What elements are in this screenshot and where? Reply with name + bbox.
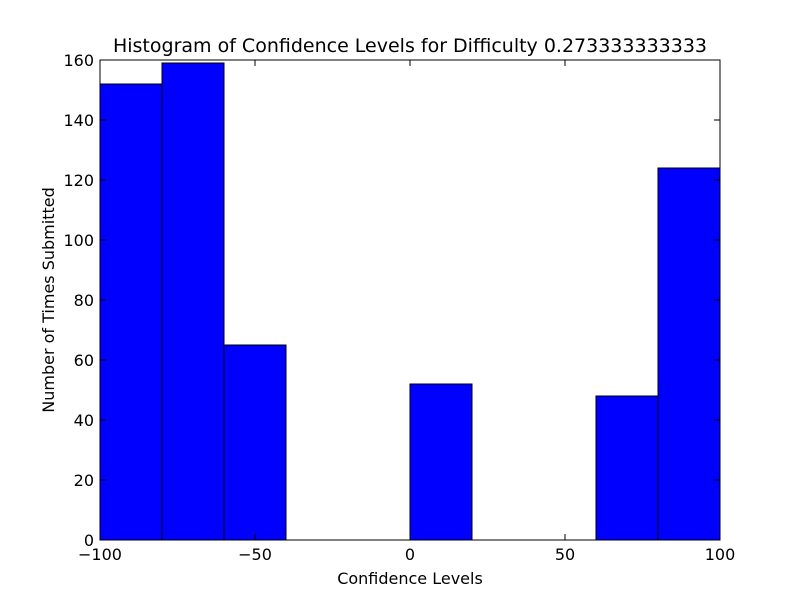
histogram-bar (595, 395, 659, 541)
x-axis-label: Confidence Levels (337, 569, 483, 588)
x-tick-label: 0 (405, 545, 415, 564)
x-tick-label: 50 (555, 545, 575, 564)
y-tick-label: 20 (74, 471, 94, 490)
y-tick-label: 60 (74, 351, 94, 370)
y-tick-label: 0 (84, 531, 94, 550)
y-tick-label: 40 (74, 411, 94, 430)
x-tick-label: −50 (238, 545, 272, 564)
histogram-bar (161, 62, 225, 541)
histogram-bar (223, 344, 287, 541)
x-tick-label: 100 (705, 545, 736, 564)
x-tick-label: −100 (78, 545, 122, 564)
histogram-bar (409, 383, 473, 541)
y-tick-label: 80 (74, 291, 94, 310)
y-tick-label: 140 (63, 111, 94, 130)
bars-group (99, 62, 721, 541)
histogram-bar (657, 167, 721, 541)
y-axis-label: Number of Times Submitted (39, 187, 58, 412)
y-tick-label: 120 (63, 171, 94, 190)
y-tick-label: 160 (63, 51, 94, 70)
y-tick-label: 100 (63, 231, 94, 250)
chart-title: Histogram of Confidence Levels for Diffi… (113, 35, 707, 57)
histogram-bar (99, 83, 163, 541)
ticks-group: −100 −50 0 50 100 0 20 40 60 80 100 120 140 160 (63, 51, 735, 564)
